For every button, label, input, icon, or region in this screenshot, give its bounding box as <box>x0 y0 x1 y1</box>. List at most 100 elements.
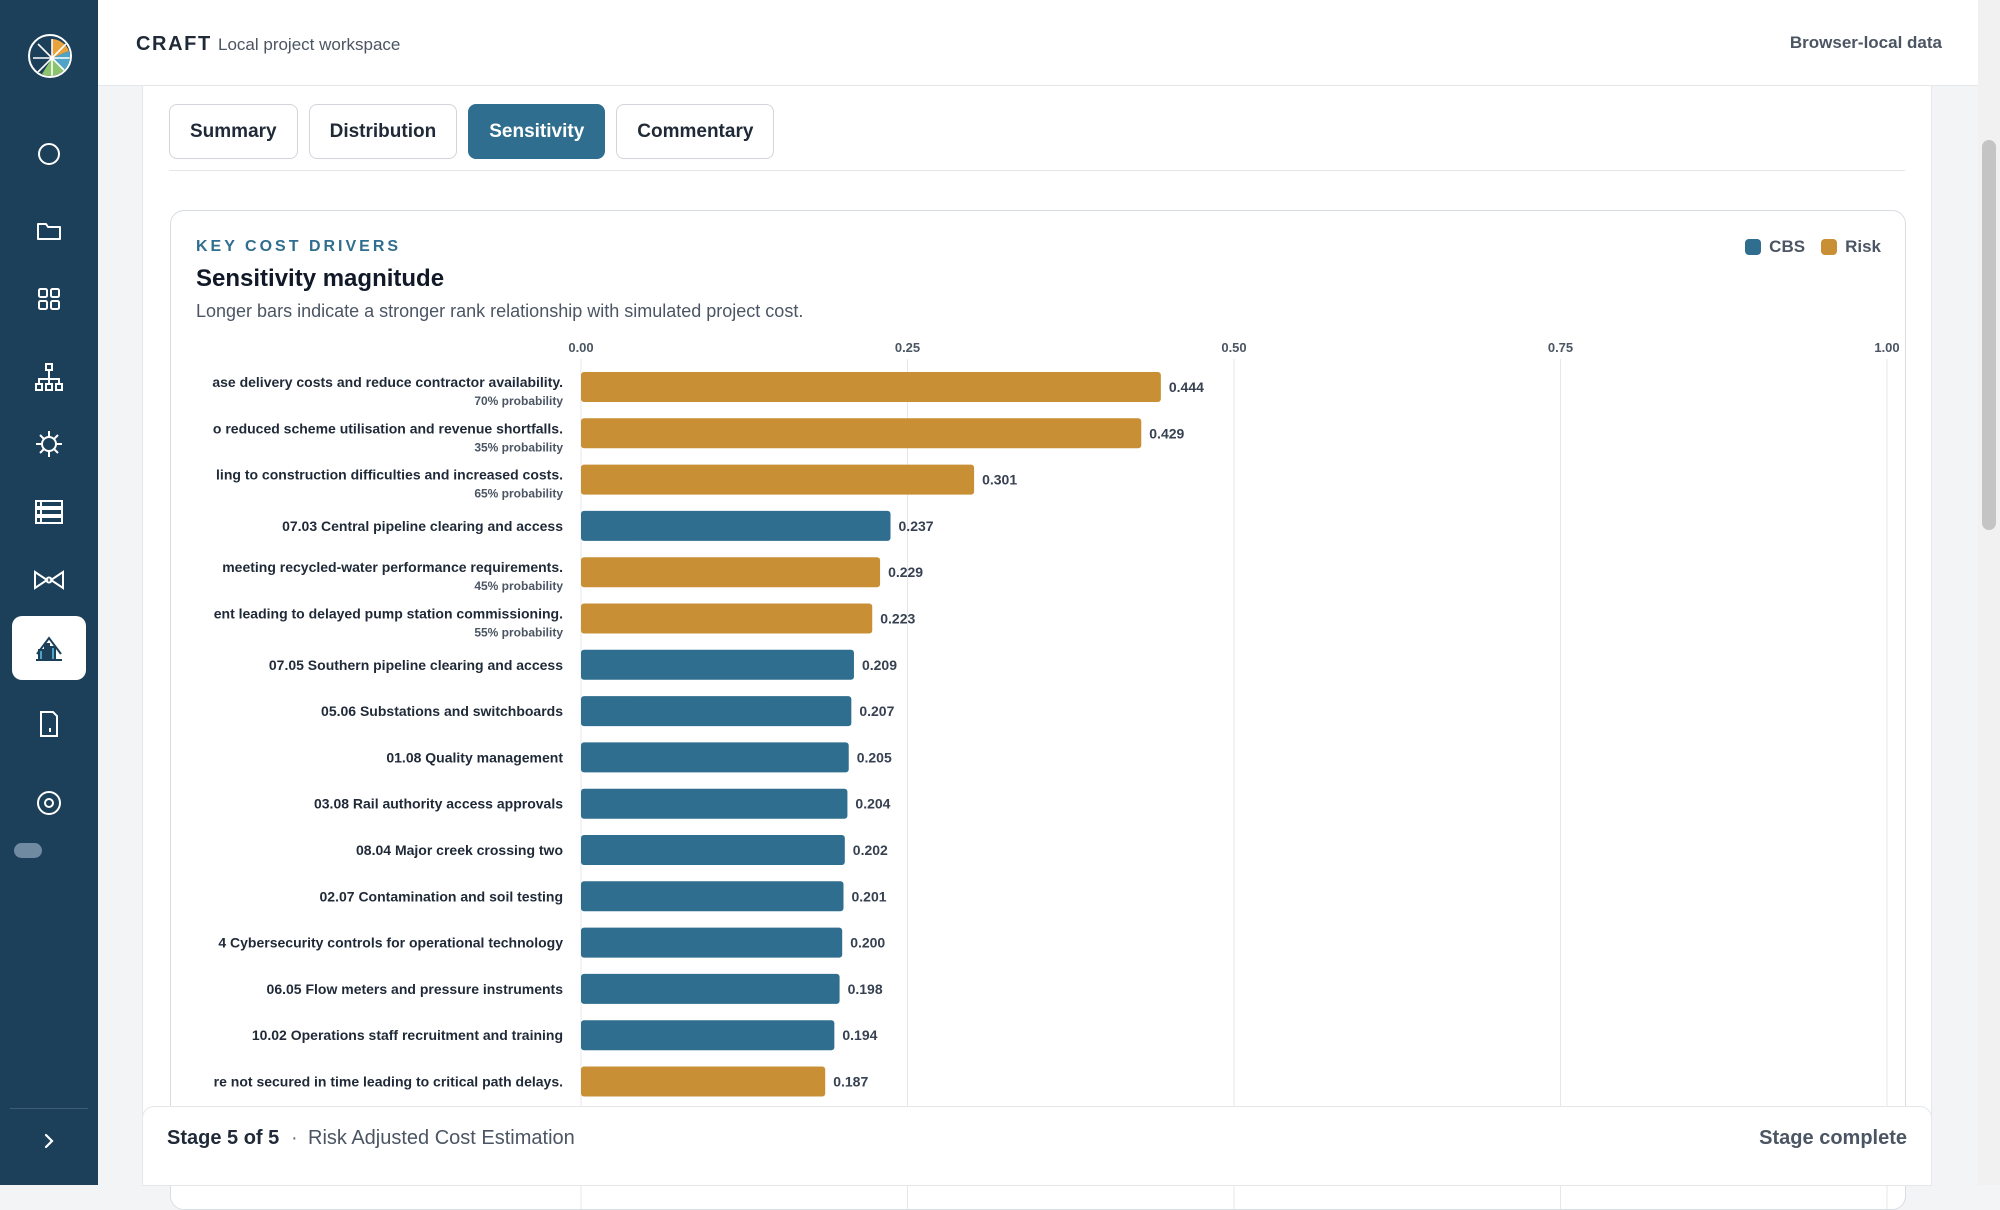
legend-label-risk: Risk <box>1845 237 1881 256</box>
x-tick-label: 0.00 <box>568 341 593 355</box>
results-tabs: Summary Distribution Sensitivity Comment… <box>169 104 775 159</box>
bar-probability-label: 65% probability <box>474 487 563 501</box>
bar-probability-label: 35% probability <box>474 440 563 454</box>
tab-summary[interactable]: Summary <box>169 104 298 159</box>
chevron-right-icon <box>44 1133 54 1149</box>
bar-category-label: 10.02 Operations staff recruitment and t… <box>252 1027 563 1043</box>
bar-category-label: 07.03 Central pipeline clearing and acce… <box>282 518 563 534</box>
bar-category-label: o reduced scheme utilisation and revenue… <box>213 420 563 436</box>
bar-value-label: 0.429 <box>1149 425 1184 441</box>
label-clip-mask <box>171 361 195 1209</box>
bar-category-label: 01.08 Quality management <box>386 749 563 765</box>
bar-risk <box>581 557 881 588</box>
bar-risk <box>581 464 975 495</box>
sidebar-item-projects[interactable] <box>12 199 86 263</box>
bar-category-label: 08.04 Major creek crossing two <box>356 842 563 858</box>
bar-category-label: 06.05 Flow meters and pressure instrumen… <box>267 981 564 997</box>
list-icon <box>35 500 63 524</box>
stage-name: Risk Adjusted Cost Estimation <box>308 1127 575 1149</box>
bar-category-label: ling to construction difficulties and in… <box>216 467 563 483</box>
card-title: Sensitivity magnitude <box>196 265 445 292</box>
theme-toggle[interactable] <box>14 843 42 858</box>
bar-value-label: 0.202 <box>853 842 888 858</box>
x-tick-label: 0.75 <box>1548 341 1573 355</box>
bar-risk <box>581 603 873 634</box>
bar-category-label: meeting recycled-water performance requi… <box>222 559 563 575</box>
bar-cbs <box>581 788 848 819</box>
sidebar-item-cbs[interactable] <box>12 345 86 409</box>
legend-item-cbs: CBS <box>1745 237 1805 257</box>
sidebar-item-analysis[interactable] <box>12 616 86 680</box>
bar-probability-label: 45% probability <box>474 579 563 593</box>
bar-value-label: 0.237 <box>899 518 934 534</box>
bar-value-label: 0.229 <box>888 564 923 580</box>
bar-value-label: 0.301 <box>982 472 1017 488</box>
legend-label-cbs: CBS <box>1769 237 1806 256</box>
storage-status: Browser-local data <box>1789 33 1942 52</box>
bar-cbs <box>581 927 843 958</box>
bar-category-label: 05.06 Substations and switchboards <box>321 703 563 719</box>
sensitivity-chart: 0.00 0.25 0.50 0.75 1.00 0.444 ase delivery co… <box>171 341 1905 1209</box>
bar-value-label: 0.198 <box>848 981 883 997</box>
workspace-subtitle: Local project workspace <box>218 35 401 54</box>
bar-category-label: 03.08 Rail authority access approvals <box>314 796 563 812</box>
bar-risk <box>581 372 1161 402</box>
bar-cbs <box>581 835 845 865</box>
sensitivity-bar-chart: 0.00 0.25 0.50 0.75 1.00 0.444 ase delivery co… <box>171 341 1900 1209</box>
tab-commentary[interactable]: Commentary <box>616 104 775 159</box>
tab-sensitivity[interactable]: Sensitivity <box>468 104 606 159</box>
bar-value-label: 0.187 <box>833 1074 868 1090</box>
bar-value-label: 0.209 <box>862 657 897 673</box>
page-scrollbar-thumb[interactable] <box>1982 140 1996 530</box>
bar-value-label: 0.200 <box>850 935 885 951</box>
bar-value-label: 0.444 <box>1169 379 1204 395</box>
top-bar: CRAFT Local project workspace Browser-lo… <box>98 0 1978 86</box>
bar-cbs <box>581 742 849 773</box>
bar-category-label: 07.05 Southern pipeline clearing and acc… <box>269 657 563 673</box>
sidebar-item-bowtie[interactable] <box>12 548 86 612</box>
sidebar-item-dashboard[interactable] <box>12 267 86 331</box>
bar-risk <box>581 418 1142 449</box>
sidebar-divider <box>10 1108 88 1109</box>
tab-distribution[interactable]: Distribution <box>308 104 458 159</box>
grid-icon <box>38 288 60 310</box>
sidebar-item-home[interactable] <box>12 122 86 186</box>
sidebar-item-report[interactable] <box>12 692 86 756</box>
bar-value-label: 0.204 <box>855 796 890 812</box>
bar-probability-label: 55% probability <box>474 626 563 640</box>
bar-value-label: 0.223 <box>880 611 915 627</box>
bar-category-label: ase delivery costs and reduce contractor… <box>212 374 563 390</box>
expand-sidebar-button[interactable] <box>30 1126 68 1156</box>
main-area: CRAFT Local project workspace Browser-lo… <box>98 0 1978 1210</box>
bar-category-label: 02.07 Contamination and soil testing <box>320 888 563 904</box>
content-panel: Summary Distribution Sensitivity Comment… <box>142 86 1932 1210</box>
bar-value-label: 0.207 <box>859 703 894 719</box>
hierarchy-icon <box>35 363 63 391</box>
bar-category-label: 4 Cybersecurity controls for operational… <box>218 935 563 951</box>
chart-analysis-icon <box>36 636 62 661</box>
legend-swatch-risk <box>1821 239 1838 255</box>
bar-cbs <box>581 510 891 541</box>
bar-value-label: 0.201 <box>852 888 887 904</box>
chart-legend: CBS Risk <box>1745 237 1881 257</box>
stage-separator: · <box>291 1127 298 1149</box>
legend-swatch-cbs <box>1745 239 1762 255</box>
document-icon <box>40 711 58 737</box>
bar-probability-label: 70% probability <box>474 394 563 408</box>
risk-virus-icon <box>36 431 62 457</box>
folder-icon <box>37 223 61 240</box>
sidebar-item-settings[interactable] <box>12 771 86 835</box>
sidebar-item-risk[interactable] <box>12 412 86 476</box>
bar-category-label: ent leading to delayed pump station comm… <box>214 606 563 622</box>
sensitivity-card: KEY COST DRIVERS Sensitivity magnitude L… <box>170 210 1906 1210</box>
app-logo-icon[interactable] <box>28 34 72 78</box>
sidebar <box>0 0 98 1185</box>
bar-value-label: 0.194 <box>842 1027 877 1043</box>
legend-item-risk: Risk <box>1821 237 1881 257</box>
bar-value-label: 0.205 <box>857 749 892 765</box>
bar-risk <box>581 1066 826 1097</box>
bar-cbs <box>581 881 844 912</box>
sidebar-item-register[interactable] <box>12 480 86 544</box>
circle-icon <box>38 143 60 165</box>
tabs-divider <box>169 170 1905 171</box>
